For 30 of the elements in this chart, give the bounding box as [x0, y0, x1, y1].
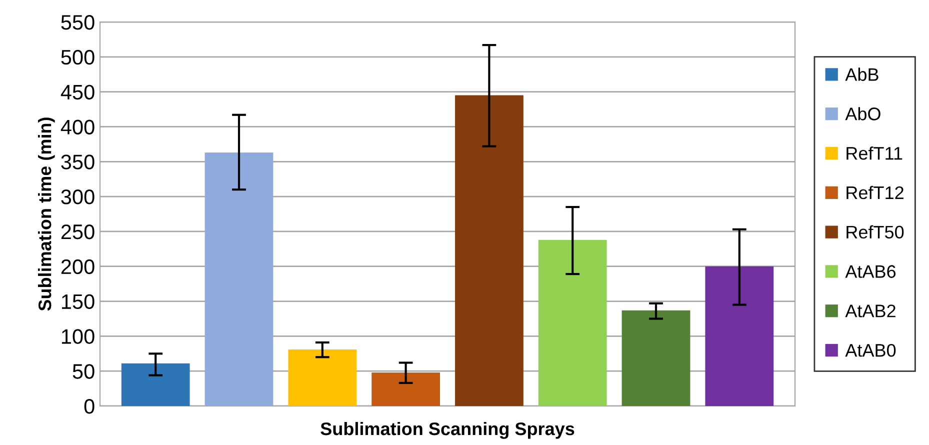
bar [622, 310, 690, 406]
y-tick-label: 150 [62, 294, 94, 310]
bar [121, 363, 190, 406]
y-tick-label: 550 [61, 15, 94, 30]
y-axis-title: Sublimation time (min) [38, 118, 55, 311]
y-tick-label: 400 [60, 120, 94, 134]
legend-label: AtAB0 [845, 344, 896, 357]
legend-label: AtAB2 [845, 304, 896, 318]
y-tick-label: 500 [61, 50, 94, 65]
y-tick-label: 200 [61, 259, 94, 274]
bar [288, 349, 357, 406]
y-tick-label: 450 [60, 84, 94, 100]
bar [204, 152, 274, 406]
legend-label: AtAB6 [845, 265, 896, 278]
bar [705, 266, 774, 406]
legend-label: RefT12 [846, 186, 904, 200]
y-tick-label: 350 [61, 154, 94, 170]
y-tick-label: 100 [62, 329, 94, 344]
bar [455, 95, 524, 406]
legend-label: RefT50 [846, 225, 904, 239]
legend-label: AbB [845, 68, 878, 81]
y-tick-label: 0 [84, 399, 94, 414]
legend-label: AbO [845, 107, 880, 120]
y-tick-label: 250 [61, 224, 94, 240]
x-axis-title: Sublimation Scanning Sprays [320, 422, 574, 439]
bar [538, 240, 607, 406]
bar [372, 372, 440, 406]
y-tick-label: 300 [61, 190, 94, 204]
legend-label: RefT11 [846, 146, 902, 160]
y-tick-label: 50 [72, 364, 94, 379]
